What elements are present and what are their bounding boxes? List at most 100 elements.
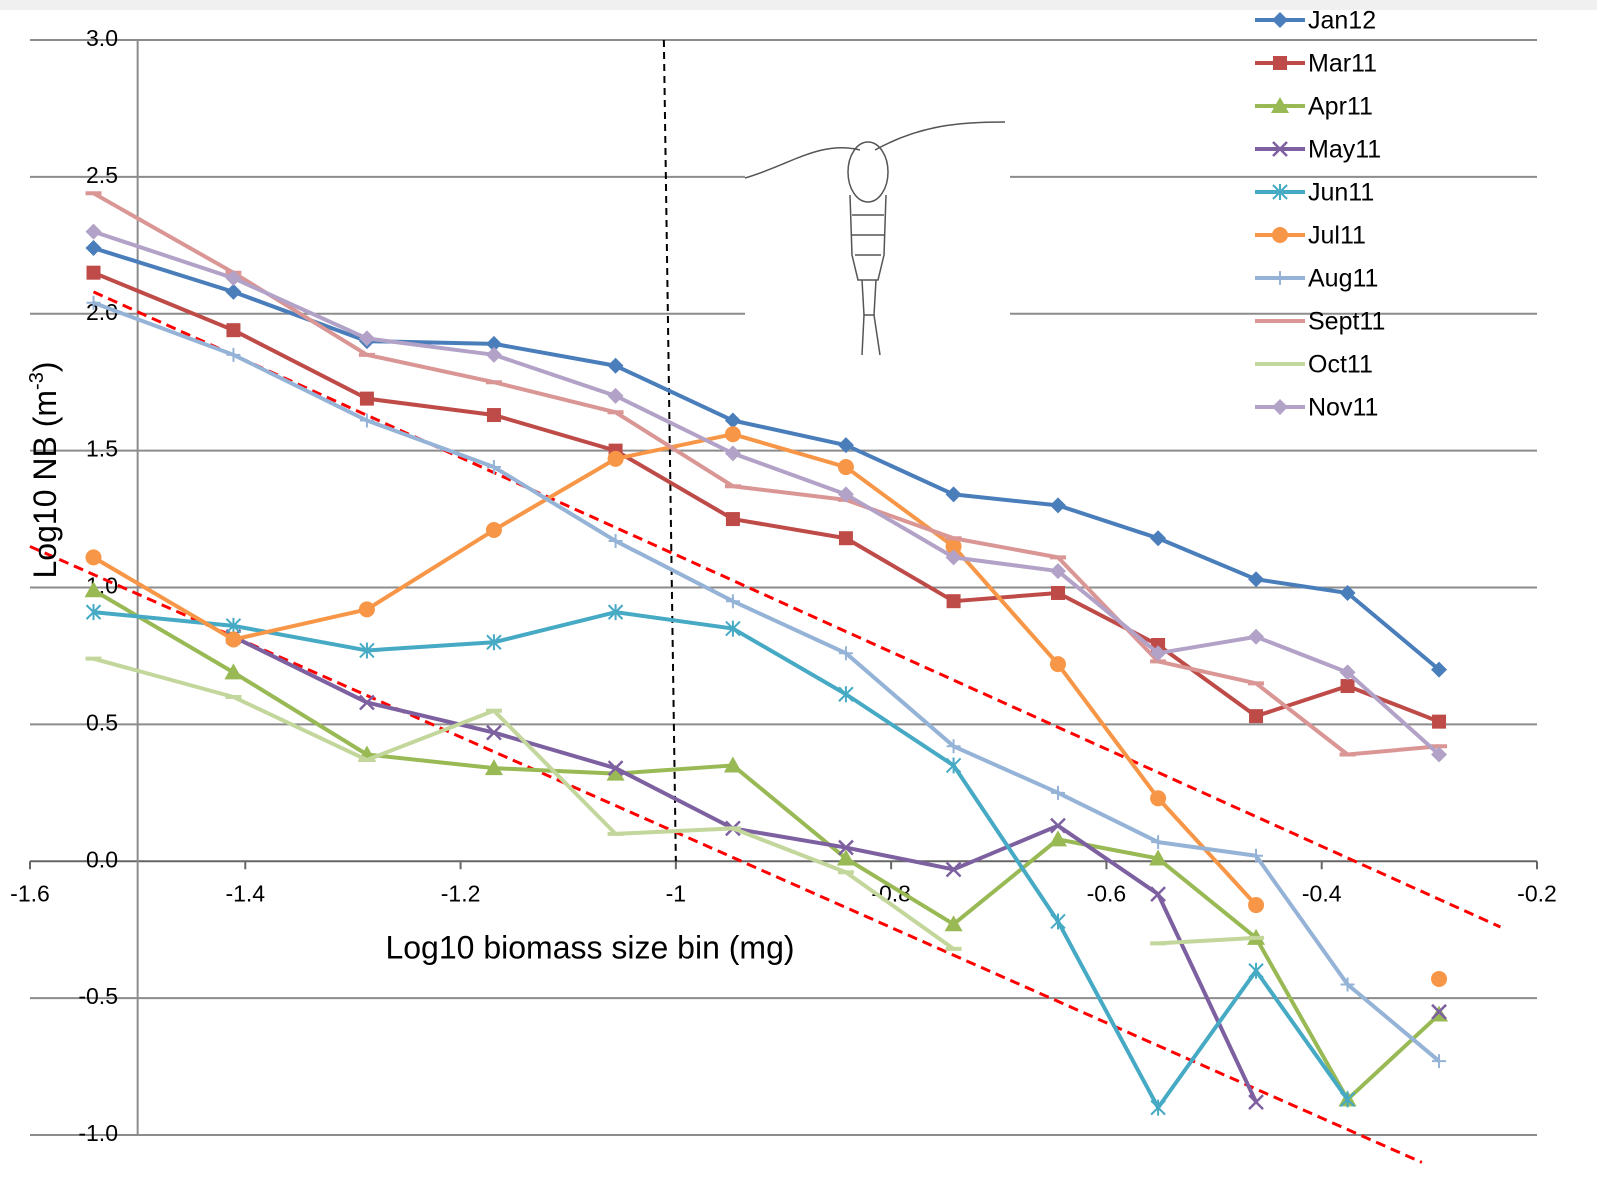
marker — [946, 739, 961, 754]
illustration-bg — [745, 150, 1010, 365]
marker — [1271, 97, 1289, 113]
copepod-sketch — [744, 121, 1006, 356]
marker — [607, 357, 624, 374]
series — [86, 265, 1447, 729]
marker — [486, 634, 502, 651]
marker — [1050, 913, 1066, 930]
marker — [724, 426, 741, 443]
marker — [946, 594, 961, 609]
marker — [85, 549, 102, 566]
y-tick-label: 0.0 — [86, 846, 118, 872]
marker — [1339, 1091, 1356, 1108]
x-tick-label: -0.4 — [1302, 880, 1342, 906]
marker — [607, 387, 624, 404]
marker — [486, 408, 501, 423]
legend-label: Aug11 — [1308, 265, 1378, 293]
legend-label: Nov11 — [1308, 394, 1378, 422]
marker — [358, 330, 375, 347]
series — [86, 295, 1447, 1069]
marker — [485, 346, 502, 363]
marker — [84, 581, 103, 598]
marker — [224, 663, 243, 680]
marker — [1272, 399, 1288, 415]
marker — [226, 323, 241, 338]
x-tick-label: -1 — [666, 880, 686, 906]
body — [849, 194, 887, 281]
legend-label: Sept11 — [1308, 308, 1385, 336]
marker — [1248, 1094, 1264, 1111]
marker — [1150, 886, 1166, 902]
marker — [725, 512, 740, 527]
segments — [852, 214, 884, 256]
marker — [1431, 1003, 1447, 1020]
marker — [606, 764, 625, 781]
legend: Jan12 Mar11 Apr11 May11 Jun11 Jul11 Aug11 Sept1… — [1255, 7, 1385, 422]
y-title-main: Log10 NB (m — [27, 390, 63, 579]
marker — [1049, 656, 1066, 673]
marker — [86, 295, 101, 310]
y-tick-label: 0.5 — [86, 709, 118, 735]
series-line — [93, 610, 1350, 1110]
marker — [1050, 585, 1065, 600]
marker — [1248, 571, 1265, 588]
x-tick-label: -0.2 — [1517, 880, 1557, 906]
marker — [1150, 645, 1167, 662]
marker — [226, 347, 241, 362]
marker — [86, 265, 101, 280]
marker — [724, 445, 741, 462]
marker — [1432, 1054, 1447, 1069]
marker — [837, 437, 854, 454]
marker — [486, 724, 502, 741]
marker — [723, 756, 742, 773]
vertical-reference — [662, 39, 677, 862]
marker — [1050, 817, 1066, 834]
marker — [1150, 790, 1167, 807]
tail — [861, 279, 877, 316]
x-tick-label: -1.4 — [225, 880, 265, 906]
marker — [359, 391, 374, 406]
marker — [225, 283, 242, 300]
y-title-close: ) — [27, 362, 63, 373]
marker — [1340, 679, 1355, 694]
marker — [85, 223, 102, 240]
marker — [359, 413, 374, 428]
marker — [1431, 661, 1448, 678]
marker — [836, 849, 855, 866]
legend-label: Mar11 — [1308, 50, 1377, 78]
furca — [861, 314, 881, 356]
legend-label: Jul11 — [1308, 222, 1366, 250]
marker — [1273, 271, 1287, 285]
marker — [225, 631, 242, 648]
fit-line — [92, 290, 1502, 929]
marker — [1151, 835, 1166, 850]
marker — [838, 531, 853, 546]
marker — [1048, 830, 1067, 847]
marker — [1150, 1099, 1166, 1116]
x-tick-label: -1.2 — [441, 880, 481, 906]
x-tick-label: -0.6 — [1087, 880, 1127, 906]
marker — [725, 594, 740, 609]
marker — [838, 839, 854, 856]
marker — [1339, 664, 1356, 681]
series-line — [94, 434, 1440, 979]
marker — [85, 604, 102, 621]
marker — [1050, 785, 1065, 800]
marker — [1149, 849, 1168, 866]
marker — [1272, 141, 1288, 157]
marker — [485, 522, 502, 539]
plot — [29, 39, 1502, 1164]
marker — [1150, 530, 1167, 547]
marker — [1431, 746, 1448, 763]
marker — [1272, 227, 1288, 243]
marker — [484, 759, 503, 776]
marker — [1248, 962, 1264, 979]
y-tick-label: 1.5 — [86, 436, 118, 462]
marker — [945, 757, 962, 774]
legend-label: May11 — [1308, 136, 1381, 164]
marker — [837, 459, 854, 476]
marker — [1431, 970, 1448, 987]
marker — [945, 538, 962, 555]
marker — [359, 642, 375, 659]
marker — [838, 646, 853, 661]
marker — [1249, 709, 1264, 724]
